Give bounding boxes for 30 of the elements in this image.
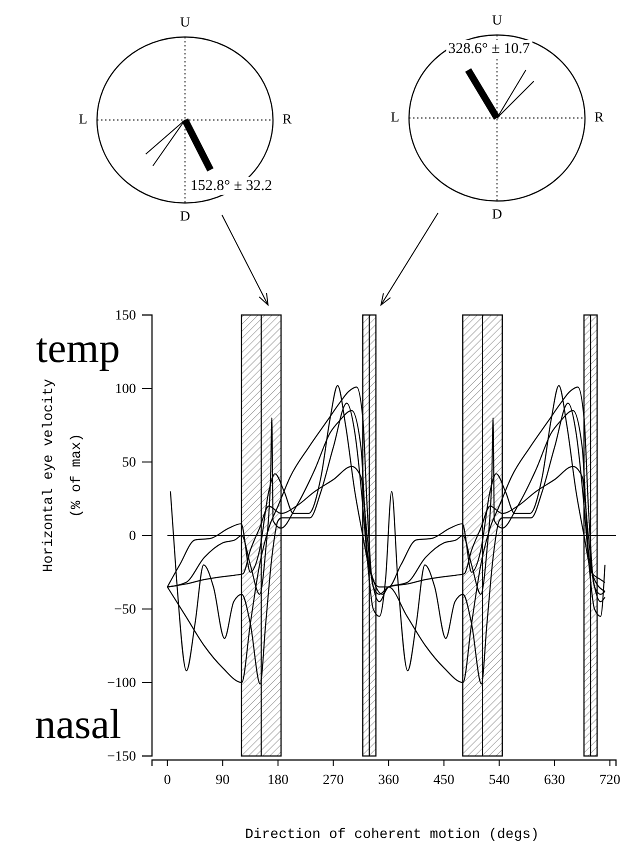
text: temp	[36, 326, 120, 372]
text: D	[180, 210, 190, 224]
y-tick-label: 50	[122, 455, 136, 470]
y-tick-label: 150	[115, 308, 136, 324]
text: R	[282, 112, 292, 128]
x-tick-label: 90	[216, 772, 230, 788]
x-tick-label: 180	[267, 772, 288, 788]
y-tick-label: 0	[129, 528, 136, 544]
x-axis-title: Direction of coherent motion (degs)	[244, 827, 540, 843]
text: R	[594, 110, 604, 126]
x-tick-label: 360	[378, 772, 400, 788]
text: U	[180, 16, 190, 30]
text: U	[492, 14, 502, 28]
x-tick-label: 630	[544, 772, 566, 788]
text: nasal	[34, 702, 122, 748]
y-axis-title: Horizontal eye velocity (% of max)	[41, 378, 85, 572]
text: 328.6° ± 10.7	[448, 41, 530, 57]
text: D	[492, 208, 502, 222]
y-tick-label: −50	[114, 602, 136, 618]
text: 152.8° ± 32.2	[190, 178, 272, 194]
y-tick-label: −100	[107, 676, 136, 691]
y-tick-label: 100	[115, 382, 136, 397]
x-tick-label: 720	[599, 772, 620, 788]
x-tick-label: 270	[322, 772, 344, 788]
text: L	[78, 112, 88, 128]
x-tick-label: 540	[488, 772, 510, 788]
x-tick-label: 0	[164, 772, 171, 788]
x-tick-label: 450	[433, 772, 454, 788]
y-tick-label: −150	[107, 749, 136, 764]
text: L	[390, 110, 400, 126]
